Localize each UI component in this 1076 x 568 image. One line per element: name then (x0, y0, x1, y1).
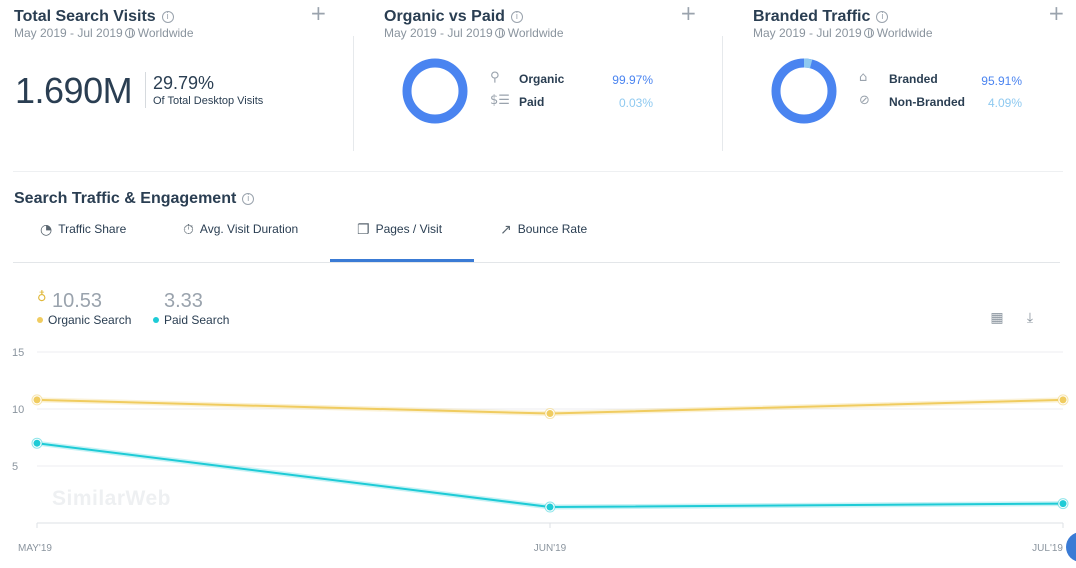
date-range: May 2019 - Jul 2019 (753, 26, 862, 40)
paid-label: Paid (519, 95, 545, 109)
add-to-dashboard-plus-icon[interactable]: + (1048, 1, 1065, 25)
excel-export-icon[interactable]: ▦ (990, 310, 1004, 326)
branded-label: Branded (889, 72, 938, 86)
region-label: Worldwide (507, 26, 564, 40)
region-label: Worldwide (876, 26, 933, 40)
card-title-text: Branded Traffic (753, 8, 871, 25)
non-branded-slice (803, 58, 813, 69)
branded-traffic-card: Branded Traffic i May 2019 - Jul 2019 Worl… (739, 0, 1076, 160)
medal-icon: ♁ (37, 290, 47, 305)
organic-vs-paid-card: Organic vs Paid i May 2019 - Jul 2019 Worl… (370, 0, 720, 160)
legend-dot (153, 317, 159, 323)
tab-bounce-rate[interactable]: ↗ Bounce Rate (500, 222, 587, 262)
tab-label: Pages / Visit (375, 222, 443, 236)
series-line-shadow (36, 440, 1064, 510)
organic-vs-paid-title: Organic vs Paid i (384, 8, 523, 26)
region-label: Worldwide (137, 26, 194, 40)
desktop-share-value: 29.79% (153, 73, 215, 93)
legend-dot (37, 317, 43, 323)
search-icon: ⚲ (490, 70, 500, 85)
desktop-share-label: Of Total Desktop Visits (153, 95, 264, 107)
total-search-visits-card: Total Search Visits i May 2019 - Jul 2019… (0, 0, 350, 160)
card-divider (353, 36, 354, 151)
globe-icon (494, 28, 505, 38)
legend-label: Organic Search (48, 313, 132, 327)
info-icon[interactable]: i (876, 11, 889, 23)
organic-kpi-value: 10.53 (52, 290, 103, 312)
tab-traffic-share[interactable]: ◔ Traffic Share (40, 222, 126, 262)
tab-pages-per-visit[interactable]: ❐ Pages / Visit (357, 222, 442, 262)
branded-slice (771, 58, 837, 124)
add-to-dashboard-plus-icon[interactable]: + (680, 1, 697, 25)
card-title-text: Organic vs Paid (384, 8, 505, 25)
add-to-dashboard-plus-icon[interactable]: + (310, 1, 327, 25)
x-tick-label: MAY'19 (18, 543, 52, 554)
info-icon[interactable]: i (242, 193, 255, 205)
tab-label: Traffic Share (58, 222, 127, 236)
y-tick-label: 15 (12, 347, 24, 359)
section-divider (13, 171, 1063, 172)
tag-icon: ⌂ (859, 70, 868, 85)
pie-icon: ◔ (40, 222, 53, 238)
data-point (546, 503, 554, 511)
card-subtitle: May 2019 - Jul 2019 Worldwide (14, 26, 194, 40)
data-point (1059, 500, 1067, 508)
no-tag-icon: ⊘ (859, 93, 870, 108)
total-search-visits-title: Total Search Visits i (14, 8, 174, 26)
globe-icon (863, 28, 874, 38)
date-range: May 2019 - Jul 2019 (384, 26, 493, 40)
pages-icon: ❐ (357, 222, 370, 238)
non-branded-value: 4.09% (987, 96, 1022, 110)
tab-label: Avg. Visit Duration (199, 222, 299, 236)
tab-avg-visit-duration[interactable]: ⏱ Avg. Visit Duration (183, 222, 298, 262)
data-point (546, 410, 554, 418)
organic-legend-item[interactable]: Organic Search (37, 313, 131, 327)
value-divider (145, 72, 146, 108)
paid-legend-item[interactable]: Paid Search (153, 313, 229, 327)
info-icon[interactable]: i (510, 11, 523, 23)
globe-icon (124, 28, 135, 38)
download-icon[interactable]: ⤓ (1026, 310, 1034, 326)
tab-label: Bounce Rate (517, 222, 588, 236)
similarweb-watermark: SimilarWeb (52, 487, 171, 510)
branded-donut (771, 58, 837, 124)
branded-traffic-title: Branded Traffic i (753, 8, 889, 26)
card-subtitle: May 2019 - Jul 2019 Worldwide (753, 26, 933, 40)
card-subtitle: May 2019 - Jul 2019 Worldwide (384, 26, 564, 40)
section-title: Search Traffic & Engagement i (14, 190, 255, 208)
stopwatch-icon: ⏱ (183, 222, 194, 238)
legend-label: Paid Search (164, 313, 230, 327)
date-range: May 2019 - Jul 2019 (14, 26, 123, 40)
paid-value: 0.03% (618, 96, 653, 110)
series-line (36, 442, 1064, 509)
card-divider (722, 36, 723, 151)
organic-label: Organic (519, 72, 565, 86)
y-tick-label: 5 (12, 461, 18, 473)
dollar-list-icon: $☰ (490, 93, 510, 108)
non-branded-label: Non-Branded (889, 95, 965, 109)
x-tick-label: JUL'19 (1032, 543, 1063, 554)
paid-kpi-value: 3.33 (164, 290, 203, 312)
info-icon[interactable]: i (161, 11, 174, 23)
section-title-text: Search Traffic & Engagement (14, 190, 237, 207)
total-visits-value: 1.690M (15, 70, 133, 111)
active-tab-indicator (330, 259, 474, 262)
data-point (1059, 396, 1067, 404)
data-point (33, 439, 41, 447)
trend-icon: ↗ (500, 222, 512, 238)
pages-per-visit-chart: 5 10 15 MAY'19 JUN'19 JUL'19 (12, 347, 1069, 554)
tabs-divider (13, 262, 1060, 263)
branded-value: 95.91% (981, 74, 1022, 88)
y-tick-label: 10 (12, 404, 24, 416)
help-button[interactable] (1066, 532, 1076, 562)
organic-slice (402, 58, 468, 124)
card-title-text: Total Search Visits (14, 8, 156, 25)
organic-value: 99.97% (612, 73, 653, 87)
organic-paid-donut (402, 58, 468, 124)
data-point (33, 396, 41, 404)
x-tick-label: JUN'19 (534, 543, 567, 554)
